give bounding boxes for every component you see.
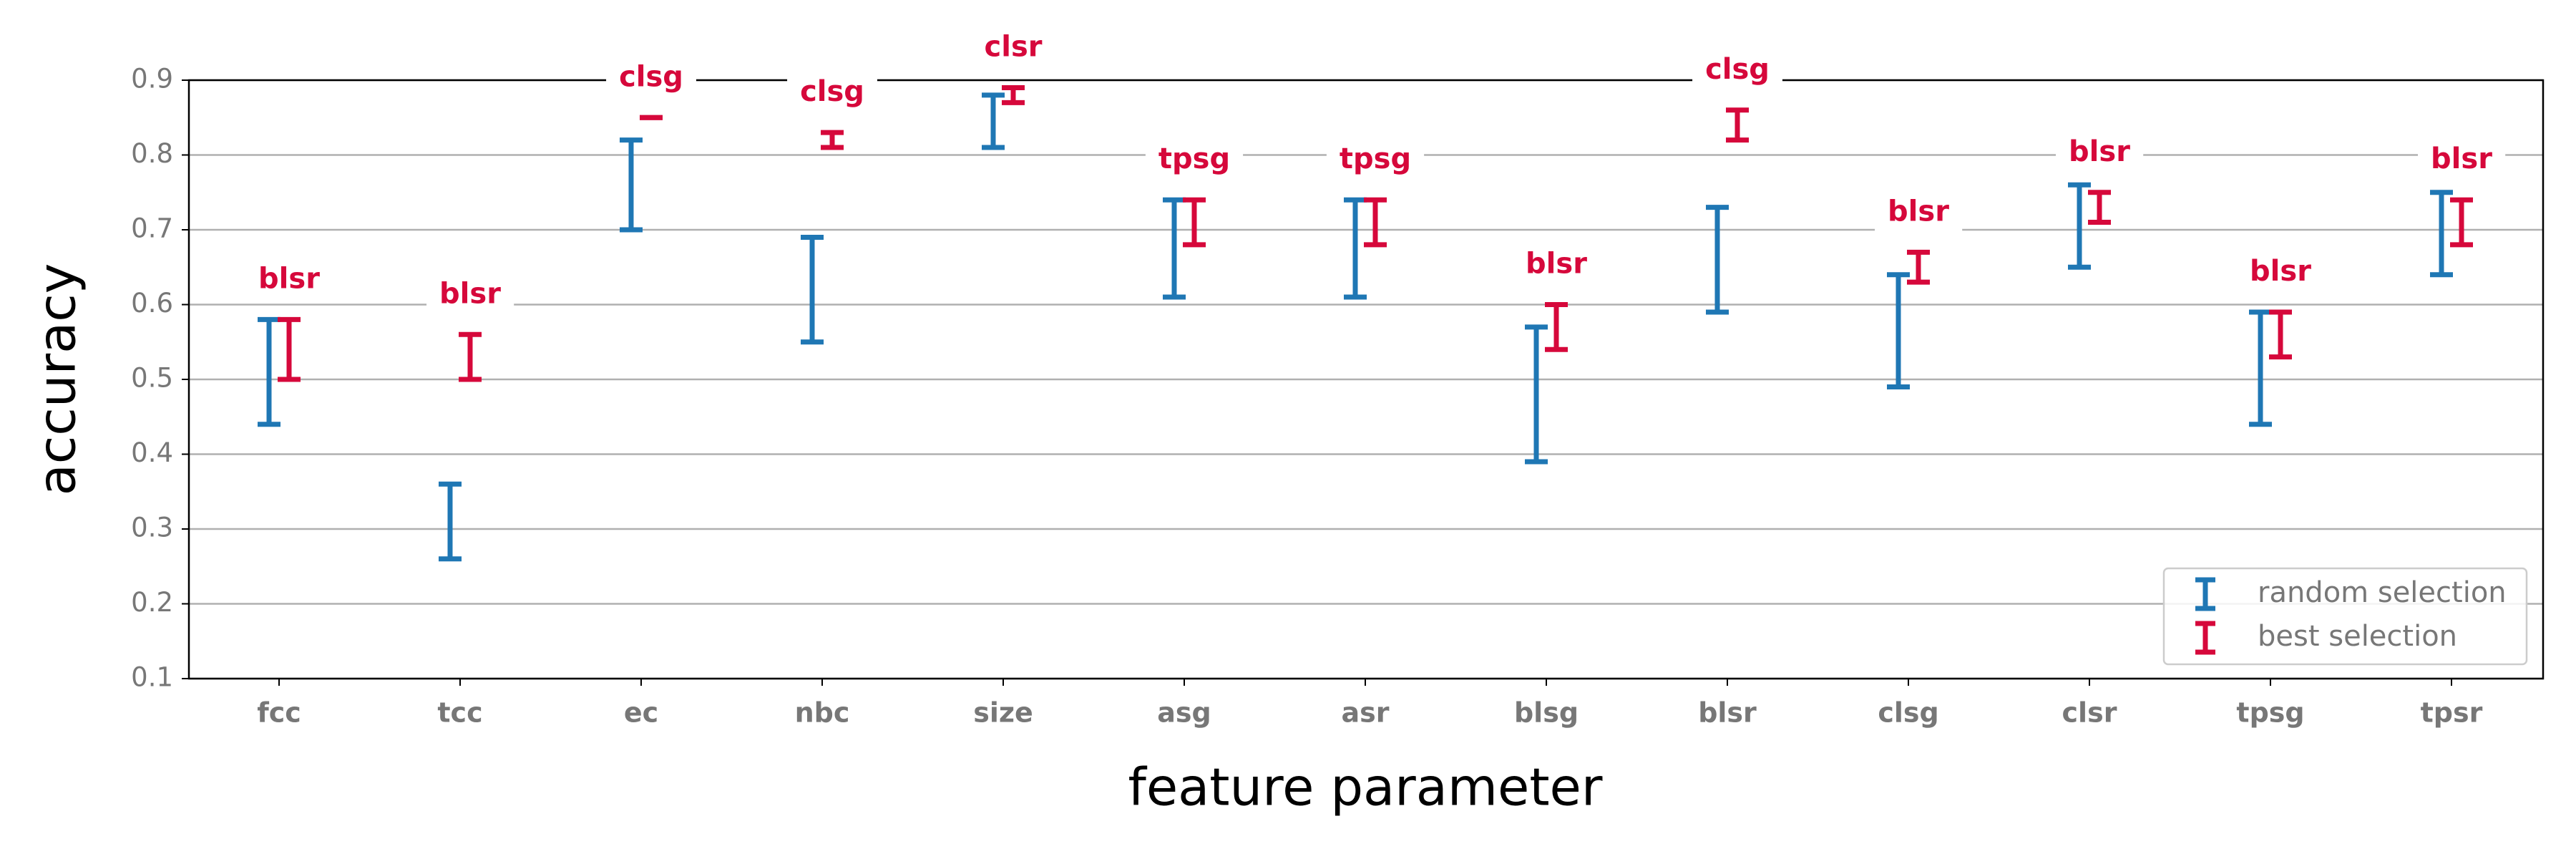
annotation: blsr bbox=[1526, 248, 1587, 281]
annotation: tpsg bbox=[1158, 142, 1230, 175]
y-tick-label: 0.8 bbox=[131, 138, 173, 169]
range-bar bbox=[1887, 272, 1910, 389]
range-bar bbox=[1545, 302, 1568, 352]
range-bar bbox=[2088, 190, 2111, 225]
x-tick-label: nbc bbox=[795, 697, 850, 729]
x-tick-label: ec bbox=[624, 697, 658, 729]
range-bar bbox=[258, 316, 280, 427]
x-tick-label: tcc bbox=[437, 697, 482, 729]
y-tick-label: 0.9 bbox=[131, 64, 173, 94]
y-tick-label: 0.6 bbox=[131, 288, 173, 319]
x-tick-label: blsr bbox=[1698, 697, 1757, 729]
x-axis-label: feature parameter bbox=[1128, 757, 1603, 817]
annotation: blsr bbox=[2069, 135, 2130, 168]
range-bar bbox=[2450, 197, 2473, 248]
annotation: tpsg bbox=[1340, 142, 1411, 175]
annotation: clsg bbox=[800, 75, 864, 108]
legend-label: best selection bbox=[2258, 620, 2457, 653]
range-bar bbox=[982, 92, 1005, 150]
range-bar bbox=[439, 481, 462, 562]
annotation-bg bbox=[1875, 190, 1963, 233]
range-bar bbox=[1525, 324, 1548, 465]
annotation-bg bbox=[787, 71, 877, 113]
range-bar bbox=[620, 137, 643, 233]
x-tick-label: tpsg bbox=[2236, 697, 2304, 729]
x-tick-label: blsg bbox=[1514, 697, 1579, 729]
range-bar bbox=[821, 130, 844, 150]
range-bar bbox=[801, 234, 824, 345]
annotation-bg bbox=[971, 26, 1055, 68]
range-bar bbox=[278, 316, 301, 382]
annotation-bg bbox=[606, 56, 696, 98]
annotation-bg bbox=[1692, 48, 1782, 90]
range-bar bbox=[1344, 197, 1367, 300]
annotation: blsr bbox=[1888, 195, 1949, 228]
range-bar bbox=[2068, 182, 2091, 270]
y-tick-label: 0.2 bbox=[131, 587, 173, 618]
y-tick-label: 0.1 bbox=[131, 662, 173, 693]
x-tick-label: clsr bbox=[2062, 697, 2117, 729]
annotation-bg bbox=[2237, 250, 2325, 292]
range-bar bbox=[2430, 190, 2453, 278]
x-tick-label: tpsr bbox=[2421, 697, 2483, 729]
annotation-bg bbox=[426, 273, 514, 315]
annotation: clsg bbox=[1705, 53, 1770, 86]
legend-frame bbox=[2162, 567, 2528, 666]
range-bar bbox=[1706, 205, 1729, 315]
annotation-bg bbox=[1513, 243, 1601, 285]
x-tick-label: size bbox=[973, 697, 1033, 729]
range-bar bbox=[1907, 249, 1930, 285]
legend-label: random selection bbox=[2258, 576, 2507, 609]
y-tick-label: 0.7 bbox=[131, 213, 173, 244]
x-tick-label: asr bbox=[1341, 697, 1389, 729]
annotation: blsr bbox=[2431, 142, 2492, 175]
annotation-bg bbox=[2056, 130, 2144, 173]
annotation: blsr bbox=[2250, 255, 2311, 288]
x-tick-label: clsg bbox=[1878, 697, 1938, 729]
annotation-bg bbox=[1326, 138, 1425, 180]
range-bar bbox=[2249, 309, 2272, 427]
x-tick-label: asg bbox=[1157, 697, 1211, 729]
x-tick-label: fcc bbox=[257, 697, 301, 729]
annotation: clsg bbox=[619, 60, 683, 93]
annotation: blsr bbox=[258, 262, 320, 295]
y-tick-label: 0.4 bbox=[131, 437, 173, 468]
range-bar bbox=[1726, 107, 1749, 143]
annotation: clsr bbox=[985, 30, 1043, 63]
range-bar bbox=[459, 331, 482, 382]
legend: random selection best selection bbox=[2162, 567, 2528, 666]
range-bar bbox=[2269, 309, 2292, 360]
y-tick-label: 0.3 bbox=[131, 513, 173, 543]
annotation-bg bbox=[1145, 138, 1244, 180]
annotation-bg bbox=[2418, 138, 2506, 180]
annotation: blsr bbox=[439, 277, 501, 310]
annotation-bg bbox=[245, 258, 333, 300]
range-bar bbox=[1364, 197, 1387, 248]
y-axis-label: accuracy bbox=[27, 263, 87, 496]
range-bar bbox=[1183, 197, 1206, 248]
range-bar bbox=[1002, 84, 1025, 105]
y-tick-label: 0.5 bbox=[131, 363, 173, 394]
range-bar bbox=[1163, 197, 1186, 300]
